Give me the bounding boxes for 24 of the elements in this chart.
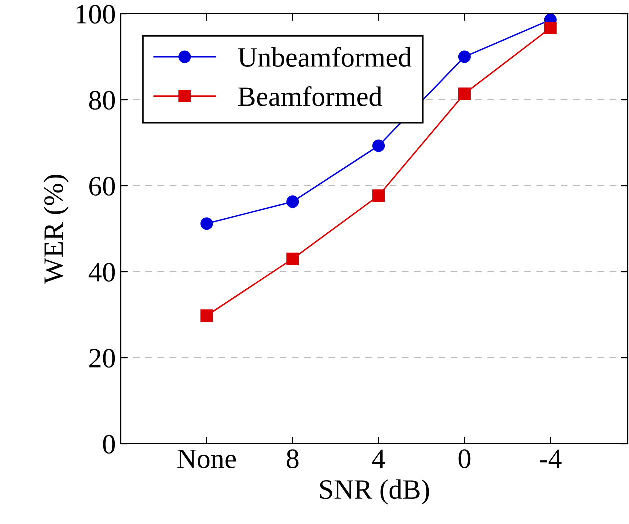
- y-tick-label: 80: [89, 91, 116, 110]
- y-tick-label: 100: [76, 5, 116, 24]
- point: [458, 88, 471, 100]
- point: [286, 252, 300, 266]
- legend-label: Unbeamformed: [238, 47, 412, 68]
- y-axis-title: WER (%): [44, 175, 69, 284]
- point: [286, 196, 300, 208]
- y-tick-label: 20: [90, 349, 116, 368]
- point: [372, 140, 386, 152]
- x-tick-label: 8: [286, 450, 299, 468]
- x-axis-title: SNR (dB): [320, 480, 430, 505]
- y-tick-label: 0: [103, 435, 116, 454]
- legend-label: Beamformed: [238, 86, 382, 106]
- y-tick-label: 40: [88, 263, 116, 282]
- y-tick-label: 60: [90, 177, 116, 196]
- point: [458, 50, 471, 64]
- point: [200, 218, 214, 230]
- x-tick-label: 4: [372, 450, 386, 468]
- point: [200, 310, 214, 322]
- x-tick-label: 0: [458, 450, 471, 468]
- point: [372, 190, 386, 202]
- point: [544, 22, 557, 34]
- x-tick-label: -4: [540, 450, 562, 468]
- x-tick-label: None: [178, 450, 236, 468]
